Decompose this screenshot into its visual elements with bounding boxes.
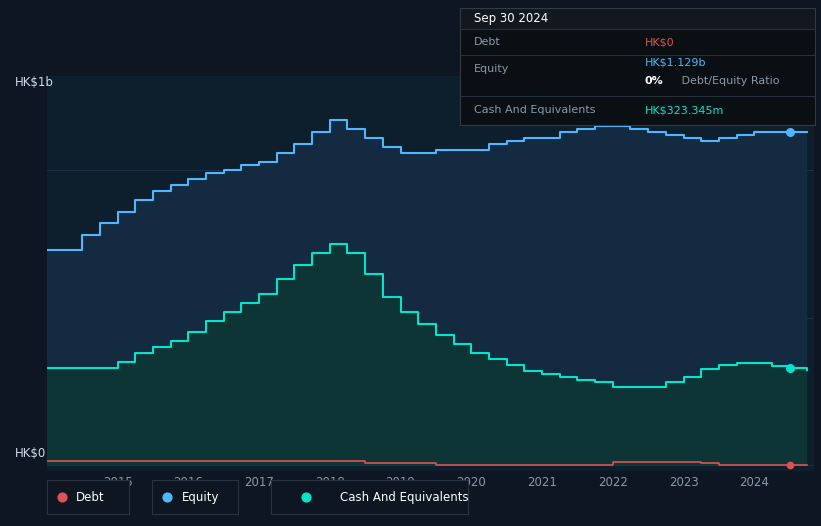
Text: Debt: Debt	[76, 491, 104, 504]
Text: HK$1.129b: HK$1.129b	[644, 57, 706, 67]
Text: Cash And Equivalents: Cash And Equivalents	[340, 491, 469, 504]
Bar	[460, 8, 815, 29]
Point	[783, 461, 796, 469]
Text: Equity: Equity	[182, 491, 219, 504]
Text: HK$0: HK$0	[15, 447, 46, 460]
Text: Equity: Equity	[474, 64, 509, 74]
Point	[783, 128, 796, 136]
Text: Debt: Debt	[474, 37, 501, 47]
Text: Sep 30 2024: Sep 30 2024	[474, 13, 548, 25]
Text: HK$323.345m: HK$323.345m	[644, 105, 724, 115]
Point	[300, 493, 313, 502]
Point	[55, 493, 68, 502]
Text: HK$0: HK$0	[644, 37, 674, 47]
Point	[161, 493, 174, 502]
Text: HK$1b: HK$1b	[15, 76, 53, 89]
Text: Cash And Equivalents: Cash And Equivalents	[474, 105, 595, 115]
Text: Debt/Equity Ratio: Debt/Equity Ratio	[678, 76, 780, 86]
Text: 0%: 0%	[644, 76, 663, 86]
Point	[783, 363, 796, 372]
